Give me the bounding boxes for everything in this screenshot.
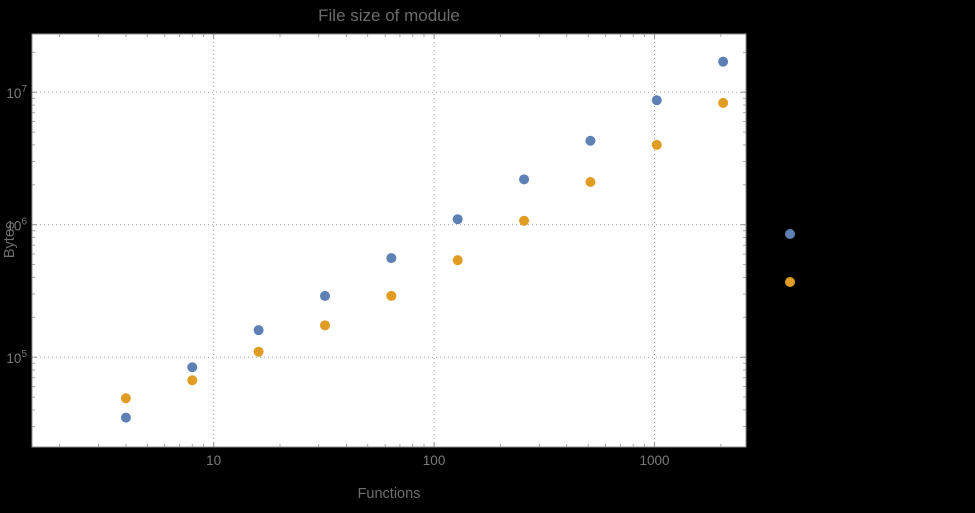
y-tick-label: 107 bbox=[6, 84, 27, 101]
x-axis-label: Functions bbox=[357, 486, 421, 502]
data-point-series-1 bbox=[386, 253, 397, 264]
plot-area-background bbox=[32, 34, 746, 447]
data-point-series-1 bbox=[585, 135, 596, 146]
data-point-series-2 bbox=[386, 290, 397, 301]
y-axis-label: Bytes bbox=[2, 221, 18, 259]
data-point-series-2 bbox=[651, 139, 662, 150]
plot-frame bbox=[31, 33, 747, 448]
data-point-series-1 bbox=[187, 362, 198, 373]
data-point-series-2 bbox=[253, 346, 264, 357]
chart-title: File size of module bbox=[318, 6, 460, 25]
data-point-series-2 bbox=[319, 320, 330, 331]
data-point-series-1 bbox=[120, 412, 131, 423]
y-tick-label: 105 bbox=[6, 349, 27, 366]
x-tick-label: 100 bbox=[423, 453, 446, 468]
data-point-series-2 bbox=[120, 393, 131, 404]
data-point-series-1 bbox=[651, 95, 662, 106]
data-point-series-2 bbox=[519, 215, 530, 226]
data-point-series-1 bbox=[452, 214, 463, 225]
x-tick-label: 10 bbox=[206, 453, 221, 468]
data-point-series-1 bbox=[319, 290, 330, 301]
legend-marker bbox=[785, 229, 795, 239]
data-point-series-1 bbox=[718, 56, 729, 67]
data-point-series-2 bbox=[718, 97, 729, 108]
data-point-series-1 bbox=[519, 174, 530, 185]
data-point-series-1 bbox=[253, 325, 264, 336]
data-point-series-2 bbox=[452, 255, 463, 266]
data-point-series-2 bbox=[585, 177, 596, 188]
legend-marker bbox=[785, 277, 795, 287]
x-tick-label: 1000 bbox=[639, 453, 669, 468]
data-point-series-2 bbox=[187, 375, 198, 386]
